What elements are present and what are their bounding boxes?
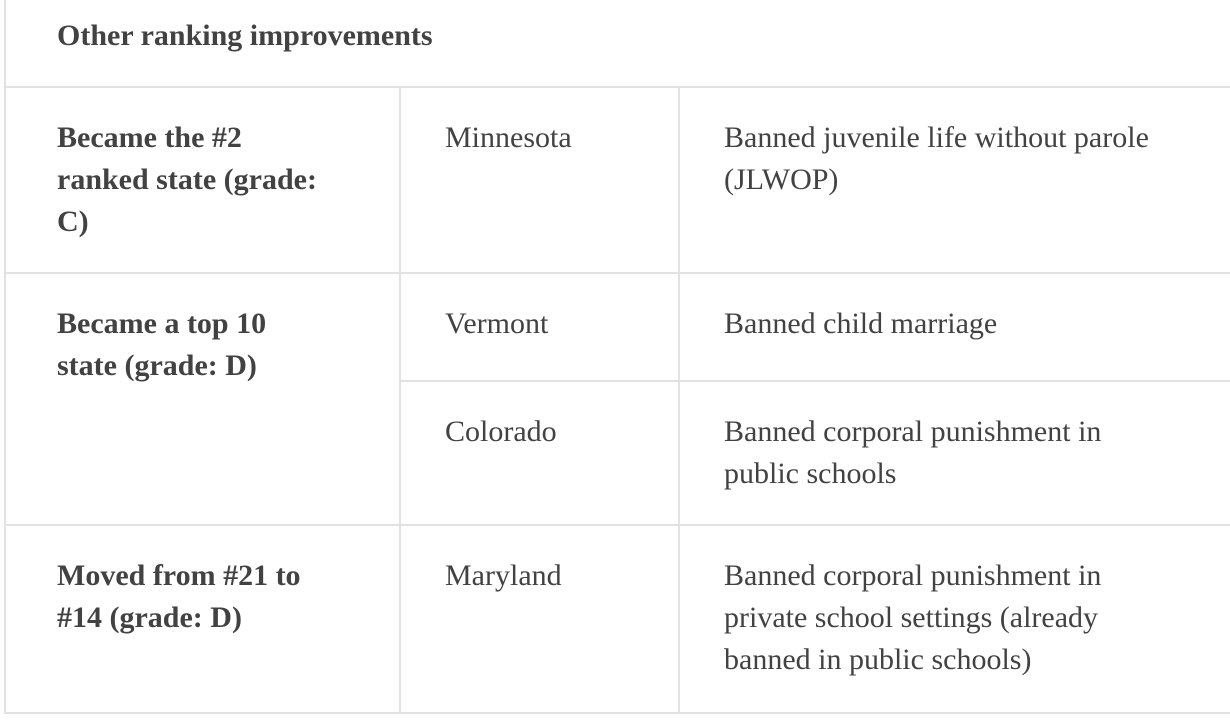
table-row: Became a top 10 state (grade: D) Vermont… <box>6 274 1230 526</box>
action-cell: Banned corporal punishment in public sch… <box>678 382 1230 526</box>
table-header-row: Other ranking improvements <box>6 0 1230 88</box>
action-cell: Banned juvenile life without parole (JLW… <box>678 88 1230 274</box>
table-row: Became the #2 ranked state (grade: C) Mi… <box>6 88 1230 274</box>
improvement-cell: Became a top 10 state (grade: D) <box>6 274 399 526</box>
ranking-improvements-table: Other ranking improvements Became the #2… <box>4 0 1230 714</box>
action-cell: Banned corporal punishment in private sc… <box>678 526 1230 714</box>
table-title: Other ranking improvements <box>6 0 1230 88</box>
table-row: Colorado Banned corporal punishment in p… <box>6 382 1230 526</box>
action-cell: Banned child marriage <box>678 274 1230 382</box>
improvement-cell: Moved from #21 to #14 (grade: D) <box>6 526 399 714</box>
improvement-cell: Became the #2 ranked state (grade: C) <box>6 88 399 274</box>
state-cell: Maryland <box>399 526 678 714</box>
state-cell: Colorado <box>399 382 678 526</box>
state-cell: Minnesota <box>399 88 678 274</box>
state-cell: Vermont <box>399 274 678 382</box>
table-row: Moved from #21 to #14 (grade: D) Marylan… <box>6 526 1230 714</box>
